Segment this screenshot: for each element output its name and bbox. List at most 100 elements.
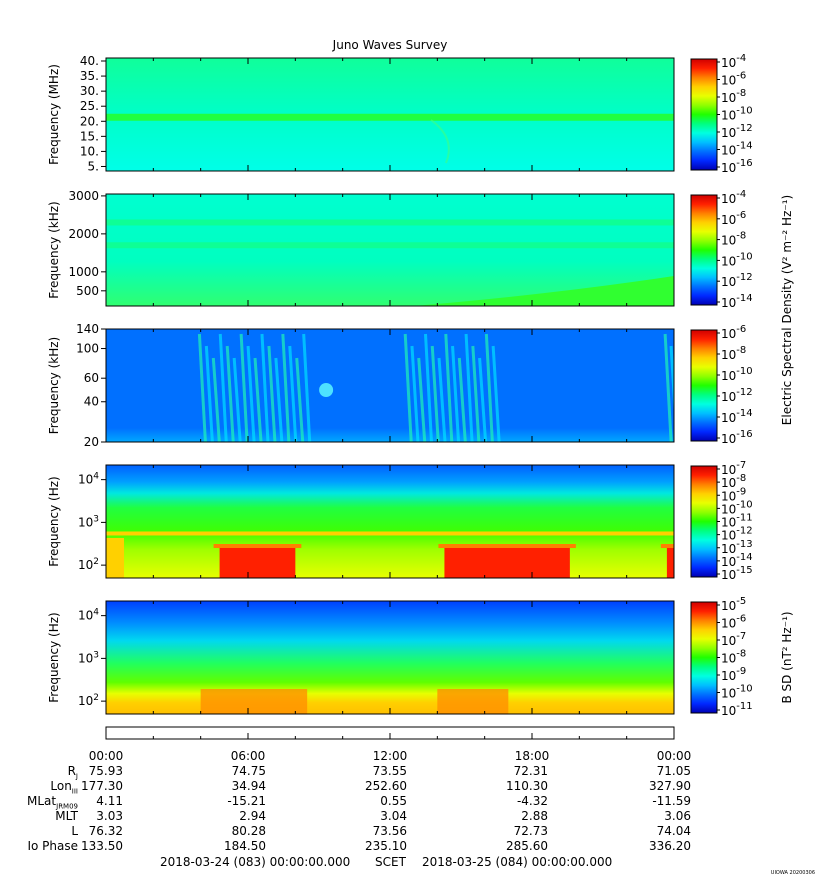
ytick-label: 102 (78, 693, 99, 708)
ytick-label: 10. (80, 144, 99, 158)
colorbar-tick: 10-14 (721, 408, 753, 425)
burst-streak (232, 357, 242, 442)
ephem-value: 327.90 (649, 779, 691, 793)
colorbar-tick: 10-12 (721, 123, 753, 140)
burst-streak (457, 357, 467, 442)
colorbar-tick: 10-8 (721, 345, 746, 362)
colorbar-tick: 10-6 (721, 71, 746, 88)
ytick-label: 102 (78, 557, 99, 572)
ephem-value: 184.50 (224, 839, 266, 853)
colorbar-tick: 10-12 (721, 272, 753, 289)
spectrogram-b-lfr (106, 601, 674, 714)
burst-streak (444, 333, 454, 442)
colorbar-label: Electric Spectral Density (V² m⁻² Hz⁻¹) (780, 195, 794, 425)
figure-title: Juno Waves Survey (332, 38, 448, 52)
ytick-label: 35. (80, 69, 99, 83)
colorbar-tick: 10-14 (721, 141, 753, 158)
ephem-value: 72.31 (513, 764, 548, 778)
ephem-value: 2.88 (521, 809, 548, 823)
intense-feature (444, 548, 570, 578)
ytick-label: 25. (80, 99, 99, 113)
burst-streak (246, 345, 256, 442)
burst-streak (471, 345, 481, 442)
ylabel: Frequency (MHz) (47, 64, 61, 165)
ytick-label: 30. (80, 84, 99, 98)
colorbar-tick: 10-12 (721, 387, 753, 404)
ytick-label: 100 (76, 342, 99, 356)
colorbar-tick: 10-5 (721, 596, 746, 613)
intense-feature (200, 689, 308, 714)
burst-streak (211, 357, 221, 442)
colorbar-tick: 10-10 (721, 106, 753, 123)
ephem-value: 177.30 (81, 779, 123, 793)
burst-streak (663, 333, 673, 442)
blob-feature (319, 383, 334, 397)
colorbar: 10-710-810-910-1010-1110-1210-1310-1410-… (690, 460, 753, 582)
ephem-value: -15.21 (227, 794, 266, 808)
ephem-value: 72.73 (513, 824, 548, 838)
colorbar-tick: 10-10 (721, 684, 753, 701)
burst-streak (437, 357, 447, 442)
colorbar-tick: 10-10 (721, 251, 753, 268)
time-tick-label: 00:00 (657, 749, 692, 763)
ephem-value: 3.06 (664, 809, 691, 823)
ytick-label: 2000 (68, 227, 99, 241)
scet-label: SCET (375, 855, 406, 869)
burst-streak (484, 333, 494, 442)
ytick-label: 500 (76, 284, 99, 298)
spectrogram-lf-khz (106, 329, 674, 442)
ephem-label: RJ (67, 764, 78, 781)
time-tick-label: 00:00 (89, 749, 124, 763)
panel-e-lfr: 104 103 102 Frequency (Hz) 10-710-810-910-10… (47, 460, 753, 582)
burst-streak (288, 345, 298, 442)
burst-streak (281, 333, 291, 442)
ephem-label: L (71, 824, 78, 838)
time-tick-label: 18:00 (515, 749, 550, 763)
intense-feature (219, 548, 296, 578)
ylabel: Frequency (Hz) (47, 476, 61, 567)
ytick-label: 5. (88, 159, 99, 173)
ephem-value: 3.03 (96, 809, 123, 823)
emission-rise (413, 276, 674, 306)
ytick-label: 3000 (68, 189, 99, 203)
colorbar-tick: 10-10 (721, 366, 753, 383)
ephem-value: -4.32 (516, 794, 548, 808)
arc-feature (430, 119, 450, 164)
ytick-label: 103 (78, 650, 99, 665)
ylabel: Frequency (kHz) (47, 201, 61, 298)
burst-streak (410, 345, 420, 442)
ephem-value: 73.56 (372, 824, 407, 838)
ephem-value: 285.60 (506, 839, 548, 853)
burst-streak (424, 333, 433, 442)
burst-streak (417, 357, 427, 442)
burst-streak (302, 333, 312, 442)
ephem-value: 74.75 (231, 764, 266, 778)
burst-streak (295, 357, 305, 442)
colorbar-tick: 10-4 (721, 53, 746, 70)
burst-streak (253, 357, 263, 442)
colorbar-tick: 10-8 (721, 231, 746, 248)
burst-streak (491, 345, 501, 442)
ephem-label: LonIII (50, 779, 78, 796)
ytick-label: 60 (84, 371, 99, 385)
colorbar-tick: 10-6 (721, 210, 746, 227)
ytick-label: 103 (78, 514, 99, 529)
burst-streak (239, 333, 249, 442)
burst-streak (267, 345, 277, 442)
colorbar: 10-4 10-6 10-8 10-10 10-12 10-14 Electric Spec… (690, 189, 794, 425)
ephem-value: 71.05 (656, 764, 691, 778)
band-feature (106, 219, 674, 226)
ephem-label: MLT (55, 809, 78, 823)
colorbar-tick: 10-14 (721, 293, 753, 310)
colorbar-tick: 10-11 (721, 701, 753, 718)
spectrogram-hf-mhz (106, 58, 674, 171)
ephem-value: 34.94 (231, 779, 266, 793)
burst-streak (403, 333, 413, 442)
harmonic-line (106, 531, 674, 536)
ephem-value: 235.10 (365, 839, 407, 853)
ytick-label: 20. (80, 114, 99, 128)
burst-streak (430, 345, 440, 442)
ephem-value: 74.04 (656, 824, 691, 838)
